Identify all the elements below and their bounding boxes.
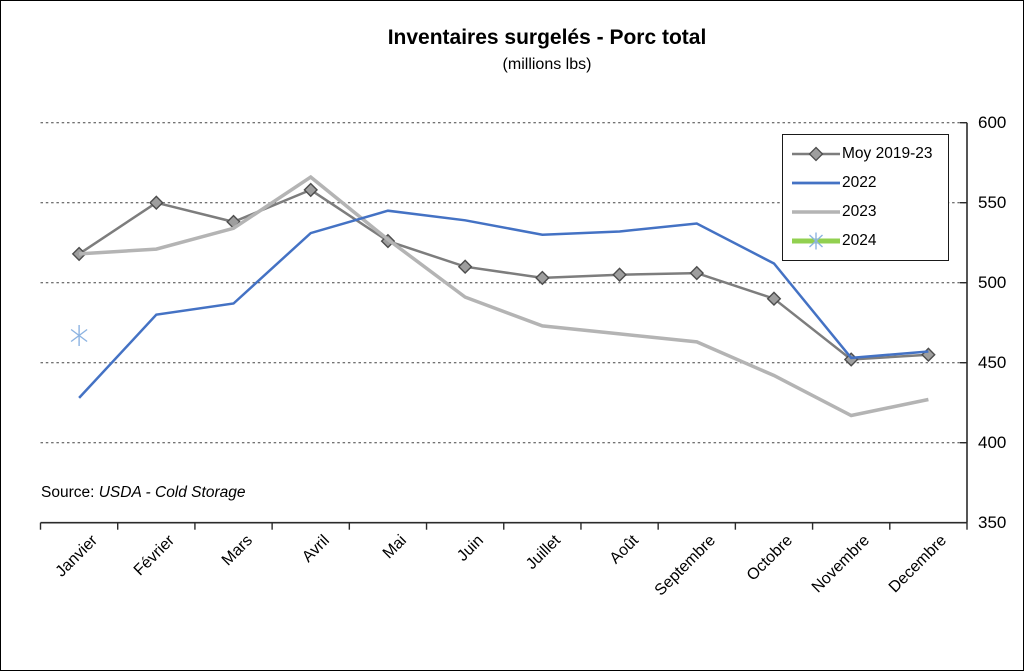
source-prefix: Source: (41, 484, 99, 501)
marker-diamond (689, 265, 705, 281)
chart-subtitle: (millions lbs) (502, 56, 592, 73)
series-line-2022 (78, 209, 929, 399)
legend-marker-moy-line-diamond-icon (792, 146, 840, 162)
y-axis-label-350: 350 (978, 512, 1007, 532)
y-axis-label-600: 600 (978, 112, 1007, 132)
y-axis-label-550: 550 (978, 192, 1007, 212)
legend-marker-2022-line-icon (792, 181, 840, 185)
legend-label: 2022 (842, 173, 877, 191)
marker-asterisk (70, 325, 88, 346)
y-axis-label-450: 450 (978, 352, 1007, 372)
source-text: USDA - Cold Storage (98, 484, 246, 501)
legend-label: 2023 (842, 203, 877, 221)
legend-marker-2023-line-icon (792, 210, 840, 214)
series-line-2023 (78, 174, 929, 418)
y-axis-label-500: 500 (978, 272, 1007, 292)
legend-item-2024: 2024 (791, 228, 946, 254)
series-line-moy-2019-23 (78, 188, 929, 361)
legend-item-moy-2019-23: Moy 2019-23 (791, 141, 946, 167)
marker-diamond (535, 270, 550, 286)
chart-title: Inventaires surgelés - Porc total (387, 26, 707, 49)
asterisk-ray (70, 328, 88, 343)
marker-diamond (303, 182, 319, 198)
marker-diamond (612, 267, 627, 282)
marker-diamond (921, 347, 936, 362)
marker-diamond (457, 259, 473, 274)
marker-diamond (766, 291, 782, 306)
legend-box: Moy 2019-23 2022 2023 2024 (782, 134, 949, 261)
y-axis-label-400: 400 (978, 432, 1007, 452)
legend-marker-2024-line-asterisk-icon (792, 232, 840, 250)
marker-diamond (149, 195, 164, 210)
legend-label: Moy 2019-23 (842, 144, 933, 162)
legend-label: 2024 (842, 232, 877, 250)
source-note: Source: USDA - Cold Storage (41, 484, 245, 502)
legend-item-2023: 2023 (791, 199, 946, 225)
legend-item-2022: 2022 (791, 170, 946, 196)
